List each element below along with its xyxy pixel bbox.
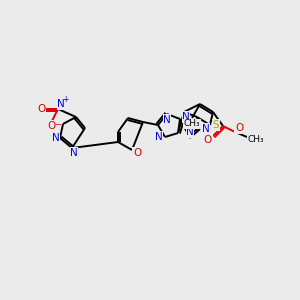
Text: CH₃: CH₃ [248, 136, 264, 145]
Text: +: + [62, 95, 68, 104]
Text: O: O [47, 121, 55, 131]
Text: N: N [57, 99, 65, 109]
Text: N: N [202, 124, 210, 134]
Text: N: N [52, 133, 60, 143]
Text: N: N [186, 127, 194, 137]
Text: N: N [70, 148, 78, 158]
Text: O: O [37, 104, 45, 114]
Text: CH₃: CH₃ [184, 119, 200, 128]
Text: N: N [163, 115, 171, 125]
Text: −: − [55, 121, 62, 130]
Text: S: S [213, 120, 219, 130]
Text: O: O [204, 135, 212, 145]
Text: N: N [155, 132, 163, 142]
Text: O: O [133, 148, 141, 158]
Text: N: N [182, 112, 190, 122]
Text: O: O [235, 123, 243, 133]
